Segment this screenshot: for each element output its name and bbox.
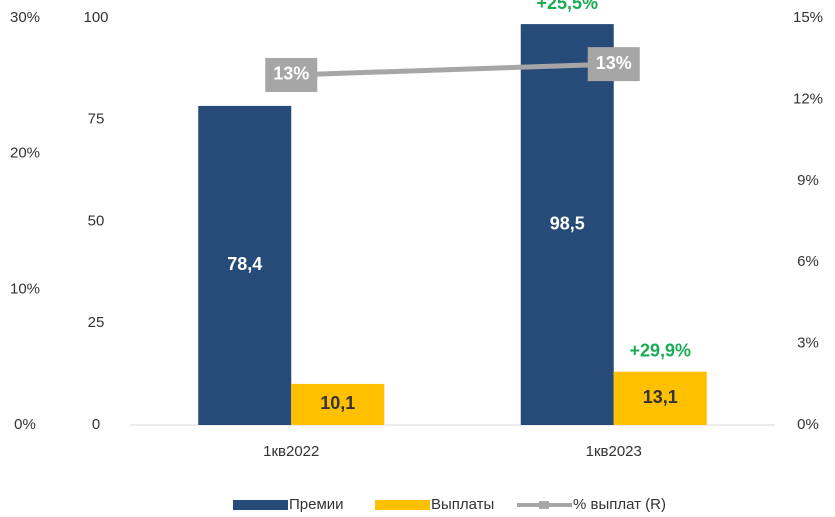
legend-marker: [539, 501, 549, 509]
bar-label: 78,4: [227, 254, 262, 274]
bar-label: 10,1: [320, 393, 355, 413]
line: [291, 61, 614, 78]
y2-tick-label: 0%: [797, 416, 819, 433]
y2-tick-label: 9%: [797, 172, 819, 189]
legend-label: Выплаты: [431, 496, 494, 513]
legend-swatch: [233, 500, 288, 510]
y2-tick-label: 12%: [793, 90, 823, 107]
y2-tick-label: 15%: [793, 9, 823, 26]
y3-tick-label: 10%: [10, 280, 40, 297]
x-tick-label: 1кв2022: [263, 443, 319, 460]
bar: [291, 383, 385, 425]
legend-swatch: [375, 500, 430, 510]
line-label: 13%: [273, 64, 309, 84]
y-tick-label: 25: [88, 314, 105, 331]
line-label-box: [587, 47, 640, 82]
annotation: +25,5%: [536, 0, 598, 13]
bar: [613, 371, 707, 425]
bar: [198, 105, 292, 426]
x-tick-label: 1кв2023: [586, 443, 642, 460]
y-tick-label: 100: [83, 9, 108, 26]
legend-label: Премии: [289, 496, 344, 513]
legend-label: % выплат (R): [573, 496, 666, 513]
bar: [520, 24, 614, 425]
y3-tick-label: 20%: [10, 145, 40, 162]
line-label-box: [265, 57, 318, 92]
y2-tick-label: 3%: [797, 335, 819, 352]
y3-tick-label: 0%: [14, 416, 36, 433]
line-label: 13%: [596, 53, 632, 73]
y3-tick-label: 30%: [10, 9, 40, 26]
annotation: +29,9%: [629, 340, 691, 360]
bar-label: 13,1: [643, 387, 678, 407]
y-tick-label: 75: [88, 111, 105, 128]
y2-tick-label: 6%: [797, 253, 819, 270]
y-tick-label: 0: [92, 416, 100, 433]
y-tick-label: 50: [88, 212, 105, 229]
bar-label: 98,5: [550, 213, 585, 233]
